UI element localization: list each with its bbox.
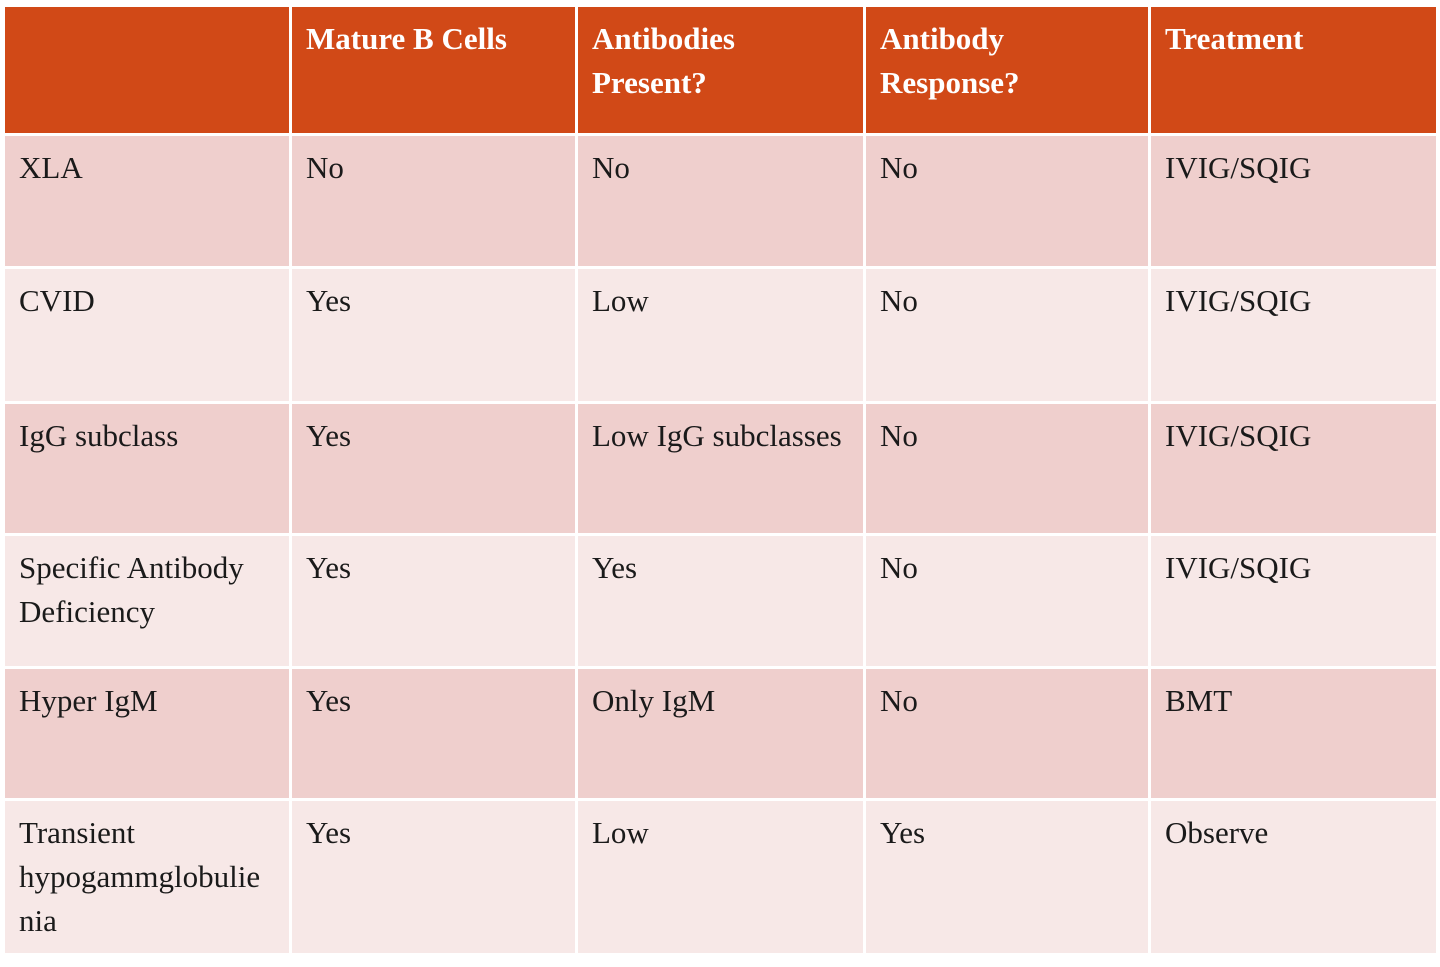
table-cell: No [863,666,1151,801]
table-cell: Yes [289,798,578,956]
table-row: Specific Antibody Deficiency Yes Yes No IVIG… [2,533,1439,669]
header-cell: Antibody Response? [863,4,1151,136]
table-cell: IVIG/SQIG [1148,133,1439,269]
header-cell: Mature B Cells [289,4,578,136]
header-corner [2,4,292,136]
table-cell: Yes [289,533,578,669]
table-cell: No [863,533,1151,669]
table-cell: Only IgM [575,666,866,801]
header-row: Mature B Cells Antibodies Present? Antibod… [2,4,1439,136]
row-label: Specific Antibody Deficiency [2,533,292,669]
table-cell: Low [575,266,866,404]
table-row: CVID Yes Low No IVIG/SQIG [2,266,1439,404]
table-cell: No [863,133,1151,269]
header-cell: Treatment [1148,4,1439,136]
comparison-table: Mature B Cells Antibodies Present? Antibod… [2,4,1439,956]
table-cell: No [863,401,1151,536]
table-cell: No [863,266,1151,404]
table-cell: No [289,133,578,269]
table-cell: Low [575,798,866,956]
row-label: CVID [2,266,292,404]
table-cell: No [575,133,866,269]
table-cell: IVIG/SQIG [1148,266,1439,404]
row-label: IgG subclass [2,401,292,536]
row-label: XLA [2,133,292,269]
table-cell: IVIG/SQIG [1148,533,1439,669]
table-cell: Low IgG subclasses [575,401,866,536]
table-cell: Yes [289,266,578,404]
table-cell: Yes [289,666,578,801]
table-row: XLA No No No IVIG/SQIG [2,133,1439,269]
table-cell: Yes [575,533,866,669]
row-label: Hyper IgM [2,666,292,801]
table-row: Hyper IgM Yes Only IgM No BMT [2,666,1439,801]
header-cell: Antibodies Present? [575,4,866,136]
table-row: Transient hypogammglobulienia Yes Low Yes Ob… [2,798,1439,956]
table-cell: IVIG/SQIG [1148,401,1439,536]
table-row: IgG subclass Yes Low IgG subclasses No IVIG/… [2,401,1439,536]
row-label: Transient hypogammglobulienia [2,798,292,956]
table-cell: Yes [289,401,578,536]
table-cell: BMT [1148,666,1439,801]
table-cell: Yes [863,798,1151,956]
table-cell: Observe [1148,798,1439,956]
